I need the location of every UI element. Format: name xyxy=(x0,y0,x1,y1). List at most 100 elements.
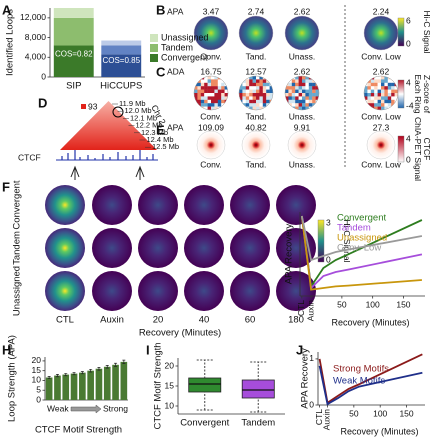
map-cell xyxy=(269,76,273,80)
map-cell xyxy=(262,93,267,97)
map-cell xyxy=(266,106,270,110)
panel-letter: J xyxy=(296,342,303,357)
map-cell xyxy=(302,86,306,90)
map-cell xyxy=(221,89,225,94)
x-tick-label: 150 xyxy=(399,408,413,418)
map-cell xyxy=(387,93,392,97)
map-cell xyxy=(377,86,382,90)
bar-annotation: COS=0.85 xyxy=(102,56,140,65)
colorbar-min: 0 xyxy=(406,38,411,48)
bar xyxy=(87,370,94,400)
map-cell xyxy=(197,86,201,90)
map-cell xyxy=(374,86,378,90)
x-tick-label: SIP xyxy=(66,81,81,92)
map-cell xyxy=(298,93,303,97)
y-tick-label: 0 xyxy=(36,394,41,404)
x-axis-label: Recovery (Minutes) xyxy=(139,328,221,339)
map-cell xyxy=(295,106,299,110)
map-cell xyxy=(285,76,289,80)
map-cell xyxy=(214,99,218,104)
map-cell xyxy=(381,106,385,110)
aggregate-map xyxy=(138,228,178,268)
map-cell xyxy=(200,93,205,97)
map-cell xyxy=(312,82,316,87)
map-cell xyxy=(224,103,228,107)
map-cell xyxy=(394,96,398,100)
colorbar xyxy=(397,135,405,163)
map-outline xyxy=(193,75,229,111)
colorbar xyxy=(397,17,405,47)
aggregate-map xyxy=(276,185,316,225)
map-cell xyxy=(197,89,201,94)
map-cell xyxy=(245,82,250,87)
map-cell xyxy=(384,96,388,100)
bar xyxy=(70,373,78,400)
map-cell xyxy=(204,76,208,80)
map-cell xyxy=(266,82,270,87)
colorbar-max: 6 xyxy=(406,15,411,25)
map-cell xyxy=(200,99,205,104)
map-cell xyxy=(374,82,378,87)
map-cell xyxy=(256,86,260,90)
map-cell xyxy=(207,79,212,83)
column-label: Tand. xyxy=(246,51,267,61)
map-cell xyxy=(381,79,385,83)
colorbar-min: -4 xyxy=(406,100,414,110)
map-cell xyxy=(302,79,306,83)
map-cell xyxy=(266,93,270,97)
map-score: 109.09 xyxy=(198,122,224,132)
map-cell xyxy=(374,79,378,83)
map-cell xyxy=(259,96,263,100)
map-cell xyxy=(387,79,392,83)
map-score: 2.62 xyxy=(294,6,311,16)
map-cell xyxy=(200,86,205,90)
map-cell xyxy=(204,86,208,90)
map-cell xyxy=(197,99,201,104)
legend-swatch xyxy=(150,44,158,52)
x-axis-label: CTCF Motif Strength xyxy=(35,425,122,436)
legend-label: Convergent xyxy=(337,213,386,224)
map-cell xyxy=(305,82,309,87)
y-tick-label: 10 xyxy=(32,375,42,385)
map-cell xyxy=(221,106,225,110)
x-axis-label: Recovery (Minutes) xyxy=(331,317,409,327)
map-cell xyxy=(207,86,212,90)
x-tick-label: 50 xyxy=(337,299,347,309)
error-bar xyxy=(114,362,118,367)
map-cell xyxy=(370,86,375,90)
map-cell xyxy=(224,86,228,90)
map-cell xyxy=(315,76,319,80)
map-cell xyxy=(377,93,382,97)
legend-label: Conv. Low xyxy=(337,243,381,254)
map-cell xyxy=(217,96,222,100)
aggregate-map xyxy=(238,15,274,51)
legend-swatch xyxy=(150,34,158,42)
aggregate-map xyxy=(92,228,132,268)
map-cell xyxy=(239,89,243,94)
map-cell xyxy=(377,79,382,83)
x-tick-label: HiCCUPS xyxy=(100,81,142,92)
map-cell xyxy=(259,103,263,107)
panel-letter: I xyxy=(146,342,150,357)
map-cell xyxy=(217,86,222,90)
map-cell xyxy=(367,99,371,104)
aggregate-map xyxy=(184,271,224,311)
map-cell xyxy=(207,76,212,80)
map-cell xyxy=(252,106,257,110)
colorbar-max: 4 xyxy=(406,133,411,143)
bar-segment xyxy=(53,17,94,46)
bar-segment xyxy=(53,45,94,77)
bar xyxy=(120,361,128,400)
map-cell xyxy=(285,86,289,90)
map-cell xyxy=(249,93,253,97)
map-score: 12.57 xyxy=(245,66,267,76)
map-cell xyxy=(305,103,309,107)
map-cell xyxy=(298,82,303,87)
map-cell xyxy=(224,89,228,94)
map-cell xyxy=(367,76,371,80)
legend-label: Convergent xyxy=(161,52,208,62)
column-label: Conv. Low xyxy=(361,51,401,61)
map-cell xyxy=(308,79,313,83)
map-cell xyxy=(288,86,292,90)
map-cell xyxy=(262,103,267,107)
